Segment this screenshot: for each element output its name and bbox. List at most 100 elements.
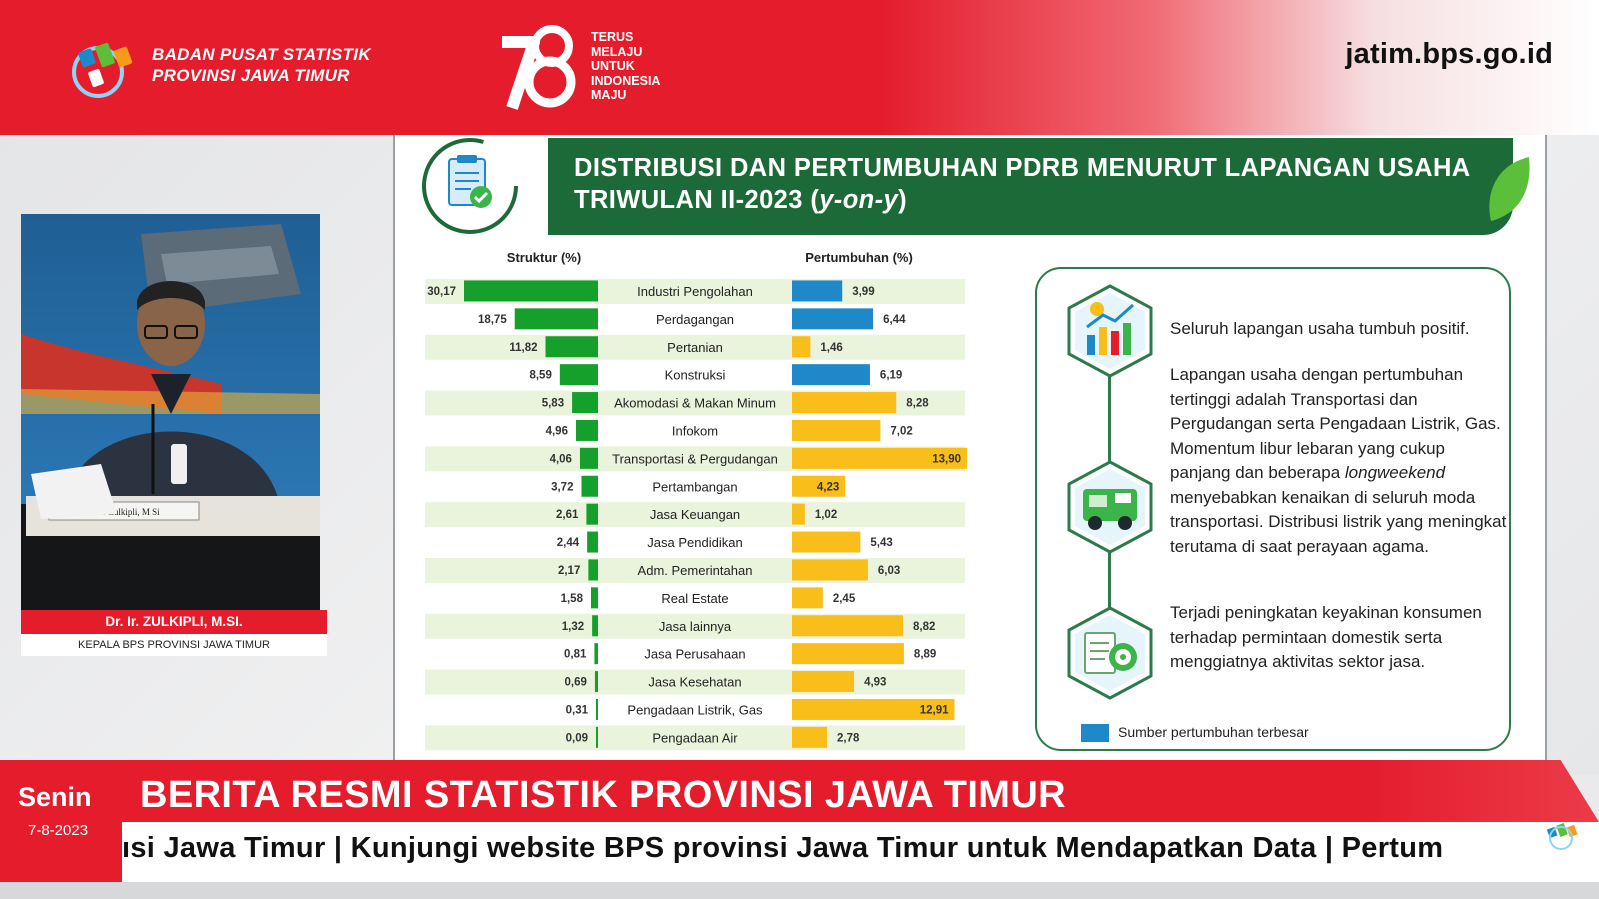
growth-bar <box>792 671 855 693</box>
structure-bar <box>586 503 598 525</box>
growth-value-label: 8,28 <box>906 398 929 410</box>
structure-value-label: 3,72 <box>551 481 573 493</box>
category-label: Adm. Pemerintahan <box>638 563 753 578</box>
ticker-strip: ısi Jawa Timur | Kunjungi website BPS pr… <box>122 822 1599 882</box>
growth-value-label: 1,46 <box>820 342 842 354</box>
structure-bar <box>579 447 598 469</box>
insight-point-2-longweekend: longweekend <box>1344 463 1446 482</box>
speaker-title: KEPALA BPS PROVINSI JAWA TIMUR <box>21 634 327 656</box>
structure-bar <box>514 308 598 330</box>
speaker-video-feed: Dr Ir Zulkipli, M Si <box>21 214 320 610</box>
slide-title-line2-prefix: TRIWULAN II-2023 ( <box>574 186 820 214</box>
slide-title-yoy: y-on-y <box>819 186 899 214</box>
day-name: Senin <box>18 782 92 812</box>
bps-small-logo-icon <box>1546 822 1578 850</box>
structure-bar <box>559 364 598 386</box>
growth-value-label: 5,43 <box>870 537 892 549</box>
category-label: Konstruksi <box>665 368 726 383</box>
structure-bar <box>596 726 598 748</box>
structure-value-label: 1,58 <box>561 593 584 605</box>
category-label: Jasa Pendidikan <box>647 535 742 550</box>
structure-value-label: 4,96 <box>546 425 568 437</box>
growth-bar <box>792 615 904 637</box>
growth-bar <box>792 503 805 525</box>
growth-chart-icon <box>1067 284 1153 378</box>
footer-strip <box>0 882 1599 899</box>
news-ticker-area: Senin 7-8-2023 BERITA RESMI STATISTIK PR… <box>0 760 1599 899</box>
category-label: Infokom <box>672 423 718 438</box>
anniversary-number: 78 <box>540 106 550 116</box>
anniversary-line: TERUS <box>591 30 634 44</box>
anniversary-line: UNTUK <box>591 59 635 73</box>
structure-bar <box>590 587 598 609</box>
growth-value-label: 3,99 <box>852 286 874 298</box>
presentation-slide: DISTRIBUSI DAN PERTUMBUHAN PDRB MENURUT … <box>393 135 1547 775</box>
target-checklist-icon <box>1067 606 1153 700</box>
growth-value-label: 8,89 <box>914 649 936 661</box>
slide-title-line2: TRIWULAN II-2023 (y-on-y) <box>574 184 1471 216</box>
speaker-scene: Dr Ir Zulkipli, M Si <box>21 214 320 610</box>
report-document-icon <box>422 138 518 234</box>
growth-bar <box>792 643 904 665</box>
category-label: Pengadaan Air <box>652 730 738 745</box>
structure-value-label: 0,81 <box>564 649 587 661</box>
structure-bar <box>592 615 598 637</box>
speaker-nameplate: Dr Ir Zulkipli, M Si <box>88 507 160 517</box>
category-label: Pengadaan Listrik, Gas <box>627 702 763 717</box>
structure-bar <box>581 475 598 497</box>
insight-point-2: Lapangan usaha dengan pertumbuhan tertin… <box>1170 363 1510 559</box>
legend-label: Sumber pertumbuhan terbesar <box>1118 724 1309 740</box>
growth-bar <box>792 364 870 386</box>
leaf-icon <box>1489 157 1530 221</box>
category-label: Pertambangan <box>652 479 737 494</box>
org-name: BADAN PUSAT STATISTIK PROVINSI JAWA TIMU… <box>152 44 371 86</box>
insight-point-2-text: Lapangan usaha dengan pertumbuhan tertin… <box>1170 365 1501 482</box>
insight-panel: Seluruh lapangan usaha tumbuh positif. L… <box>1035 267 1511 751</box>
ticker-text: ısi Jawa Timur | Kunjungi website BPS pr… <box>122 832 1444 864</box>
website-url[interactable]: jatim.bps.go.id <box>1345 38 1553 70</box>
anniversary-line: INDONESIA <box>591 73 661 88</box>
category-label: Real Estate <box>661 591 728 606</box>
structure-bar <box>575 419 598 441</box>
structure-bar <box>572 392 598 414</box>
structure-value-label: 0,09 <box>566 732 588 744</box>
category-label: Jasa Keuangan <box>650 507 740 522</box>
category-label: Transportasi & Pergudangan <box>612 451 778 466</box>
growth-value-label: 4,93 <box>864 677 886 689</box>
legend-swatch-blue <box>1081 724 1109 742</box>
structure-column-header: Struktur (%) <box>507 250 581 265</box>
structure-bar <box>587 531 598 553</box>
insight-point-3: Terjadi peningkatan keyakinan konsumen t… <box>1170 603 1482 671</box>
row-stripe <box>425 558 965 583</box>
growth-value-label: 12,91 <box>920 704 949 716</box>
slide-title-band: DISTRIBUSI DAN PERTUMBUHAN PDRB MENURUT … <box>548 138 1513 235</box>
growth-value-label: 8,82 <box>913 621 935 633</box>
structure-value-label: 0,69 <box>565 677 587 689</box>
category-label: Jasa Kesehatan <box>648 675 741 690</box>
row-stripe <box>425 502 965 528</box>
structure-value-label: 2,44 <box>557 537 580 549</box>
structure-value-label: 2,17 <box>558 565 580 577</box>
growth-bar <box>792 559 868 581</box>
row-stripe <box>425 725 965 751</box>
category-label: Pertanian <box>667 340 723 355</box>
date-label: 7-8-2023 <box>28 822 89 839</box>
broadcast-headline: BERITA RESMI STATISTIK PROVINSI JAWA TIM… <box>140 774 1067 816</box>
category-label: Jasa lainnya <box>659 619 732 634</box>
org-name-line1: BADAN PUSAT STATISTIK <box>152 45 371 64</box>
category-label: Perdagangan <box>656 312 734 327</box>
anniversary-78-logo: 78 <box>502 25 576 116</box>
structure-value-label: 8,59 <box>529 370 551 382</box>
structure-value-label: 2,61 <box>556 509 579 521</box>
date-box: Senin 7-8-2023 <box>0 760 122 882</box>
insight-point-2-text-end: menyebabkan kenaikan di seluruh moda tra… <box>1170 487 1507 556</box>
growth-value-label: 1,02 <box>815 509 837 521</box>
growth-bar <box>792 392 897 414</box>
growth-bar <box>792 587 823 609</box>
growth-value-label: 2,45 <box>833 593 856 605</box>
growth-bar <box>792 475 846 497</box>
growth-value-label: 4,23 <box>817 481 839 493</box>
structure-value-label: 5,83 <box>542 398 564 410</box>
growth-value-label: 6,44 <box>883 314 906 326</box>
structure-bar <box>596 698 598 720</box>
